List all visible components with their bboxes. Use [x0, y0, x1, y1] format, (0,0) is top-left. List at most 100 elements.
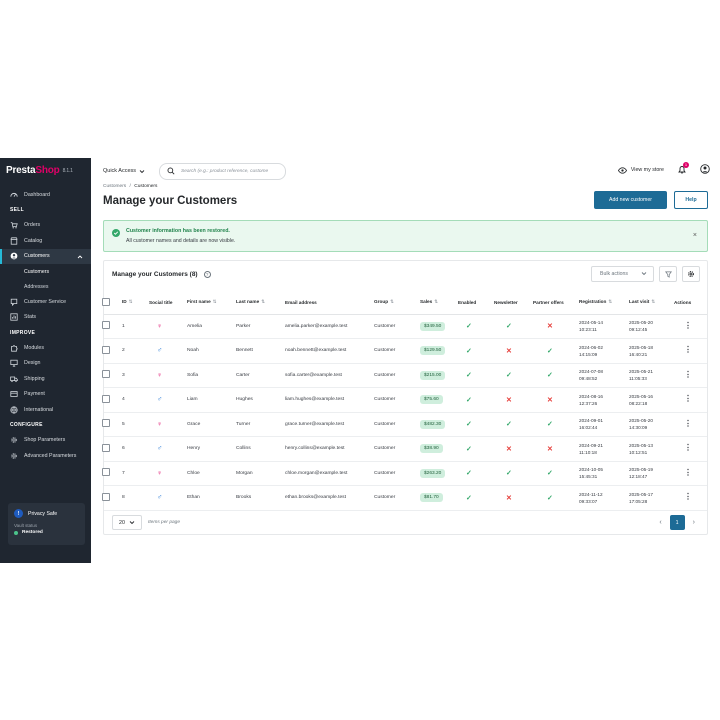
sidebar-subitem-customers[interactable]: Customers: [24, 268, 50, 275]
cross-icon[interactable]: ✕: [506, 494, 512, 502]
filter-button[interactable]: [659, 266, 677, 282]
row-checkbox[interactable]: [102, 443, 110, 452]
row-checkbox[interactable]: [102, 345, 110, 354]
cell-id: 8: [122, 485, 149, 511]
table-row[interactable]: 5 ♀ Grace Turner grace.turner@example.test Cu…: [102, 412, 707, 437]
table-row[interactable]: 8 ♂ Ethan Brooks ethan.brooks@example.test Cu…: [102, 485, 707, 511]
user-icon: [700, 164, 710, 174]
row-checkbox[interactable]: [102, 419, 110, 428]
table-row[interactable]: 7 ♀ Chloe Morgan chloe.morgan@example.test Cu…: [102, 461, 707, 486]
cell-last-name: Brooks: [236, 485, 285, 511]
cross-icon[interactable]: ✕: [506, 347, 512, 355]
breadcrumb-parent[interactable]: Customers: [103, 184, 127, 189]
settings-button[interactable]: [682, 266, 700, 282]
col-last-visit[interactable]: Last visit ⇅: [629, 291, 674, 315]
col-registration[interactable]: Registration ⇅: [579, 291, 629, 315]
bulk-actions-dropdown[interactable]: Bulk actions: [591, 266, 654, 282]
check-icon[interactable]: ✓: [466, 445, 472, 453]
check-icon[interactable]: ✓: [547, 494, 553, 502]
sidebar-item-international[interactable]: International: [0, 402, 91, 418]
cell-group: Customer: [374, 338, 420, 364]
kebab-menu-icon[interactable]: ⋮: [684, 369, 692, 379]
check-icon[interactable]: ✓: [466, 470, 472, 478]
registration-date: 2024-09-21: [579, 442, 603, 448]
check-icon[interactable]: ✓: [466, 396, 472, 404]
kebab-menu-icon[interactable]: ⋮: [684, 467, 692, 477]
sidebar-item-modules[interactable]: Modules: [0, 340, 91, 356]
sidebar-item-orders[interactable]: Orders: [0, 218, 91, 234]
row-checkbox[interactable]: [102, 492, 110, 501]
sidebar-item-stats[interactable]: Stats: [0, 310, 91, 326]
notifications-button[interactable]: 1: [678, 161, 689, 176]
table-row[interactable]: 4 ♂ Liam Hughes liam.hughes@example.test Cust…: [102, 387, 707, 413]
table-row[interactable]: 1 ♀ Amelia Parker amelia.parker@example.test…: [102, 314, 707, 339]
check-icon[interactable]: ✓: [466, 421, 472, 429]
row-checkbox[interactable]: [102, 394, 110, 403]
per-page-select[interactable]: 20: [112, 515, 142, 530]
kebab-menu-icon[interactable]: ⋮: [684, 345, 692, 355]
quick-access-dropdown[interactable]: Quick Access: [103, 168, 145, 174]
check-icon[interactable]: ✓: [466, 323, 472, 331]
check-icon[interactable]: ✓: [547, 347, 553, 355]
col-group[interactable]: Group ⇅: [374, 291, 420, 315]
row-checkbox[interactable]: [102, 370, 110, 379]
check-icon[interactable]: ✓: [506, 372, 512, 380]
check-icon[interactable]: ✓: [547, 372, 553, 380]
cross-icon[interactable]: ✕: [547, 445, 553, 453]
cross-icon[interactable]: ✕: [506, 445, 512, 453]
sidebar-item-shop-parameters[interactable]: Shop Parameters: [0, 433, 91, 449]
cross-icon[interactable]: ✕: [547, 323, 553, 331]
sidebar-item-payment[interactable]: Payment: [0, 387, 91, 403]
kebab-menu-icon[interactable]: ⋮: [684, 492, 692, 502]
sidebar-item-advanced-parameters[interactable]: Advanced Parameters: [0, 448, 91, 464]
cross-icon[interactable]: ✕: [506, 396, 512, 404]
logo[interactable]: Presta Shop 8.1.1: [0, 158, 91, 182]
help-circle-icon[interactable]: ?: [203, 271, 211, 278]
check-icon[interactable]: ✓: [547, 470, 553, 478]
check-icon[interactable]: ✓: [506, 470, 512, 478]
row-checkbox[interactable]: [102, 321, 110, 330]
next-page-button[interactable]: ›: [692, 519, 695, 526]
sidebar-item-design[interactable]: Design: [0, 356, 91, 372]
bar-chart-icon: [10, 313, 18, 321]
kebab-menu-icon[interactable]: ⋮: [684, 443, 692, 453]
help-button[interactable]: Help: [674, 191, 708, 209]
check-icon[interactable]: ✓: [547, 421, 553, 429]
check-icon[interactable]: ✓: [506, 421, 512, 429]
cell-group: Customer: [374, 485, 420, 511]
col-first-name[interactable]: First name ⇅: [187, 291, 236, 315]
sidebar-item-shipping[interactable]: Shipping: [0, 371, 91, 387]
row-checkbox[interactable]: [102, 468, 110, 477]
account-button[interactable]: [700, 164, 710, 176]
kebab-menu-icon[interactable]: ⋮: [684, 418, 692, 428]
privacy-safe-widget[interactable]: ! Privacy Safe Vault status Restored: [8, 503, 85, 545]
search-input[interactable]: Search (e.g.: product reference, custome: [159, 162, 287, 180]
add-customer-button[interactable]: Add new customer: [594, 191, 667, 209]
cross-icon[interactable]: ✕: [547, 396, 553, 404]
sidebar-item-customers[interactable]: Customers: [0, 248, 91, 264]
sales-badge: $215.00: [420, 370, 446, 380]
check-icon[interactable]: ✓: [466, 372, 472, 380]
select-all-checkbox[interactable]: [102, 297, 110, 306]
check-icon[interactable]: ✓: [506, 323, 512, 331]
check-icon[interactable]: ✓: [466, 494, 472, 502]
page-number-button[interactable]: 1: [669, 515, 685, 530]
list-title: Manage your Customers (8) ?: [112, 271, 211, 278]
col-last-name[interactable]: Last name ⇅: [236, 291, 285, 315]
sidebar-subitem-addresses[interactable]: Addresses: [24, 283, 49, 290]
cell-first-name: Liam: [187, 387, 236, 413]
sidebar-item-catalog[interactable]: Catalog: [0, 233, 91, 249]
table-row[interactable]: 2 ♂ Noah Bennett noah.bennett@example.test Cu…: [102, 338, 707, 364]
table-row[interactable]: 3 ♀ Sofia Carter sofia.carter@example.test Cu…: [102, 363, 707, 388]
check-icon[interactable]: ✓: [466, 347, 472, 355]
col-id[interactable]: ID ⇅: [122, 291, 149, 315]
kebab-menu-icon[interactable]: ⋮: [684, 320, 692, 330]
sidebar-item-customer-service[interactable]: Customer Service: [0, 294, 91, 310]
prev-page-button[interactable]: ‹: [659, 519, 662, 526]
sidebar-item-dashboard[interactable]: Dashboard: [0, 187, 91, 203]
col-sales[interactable]: Sales ⇅: [420, 291, 458, 315]
table-row[interactable]: 6 ♂ Henry Collins henry.collins@example.test…: [102, 436, 707, 462]
kebab-menu-icon[interactable]: ⋮: [684, 394, 692, 404]
close-icon[interactable]: ×: [692, 232, 697, 239]
view-store-link[interactable]: View my store: [617, 166, 664, 174]
